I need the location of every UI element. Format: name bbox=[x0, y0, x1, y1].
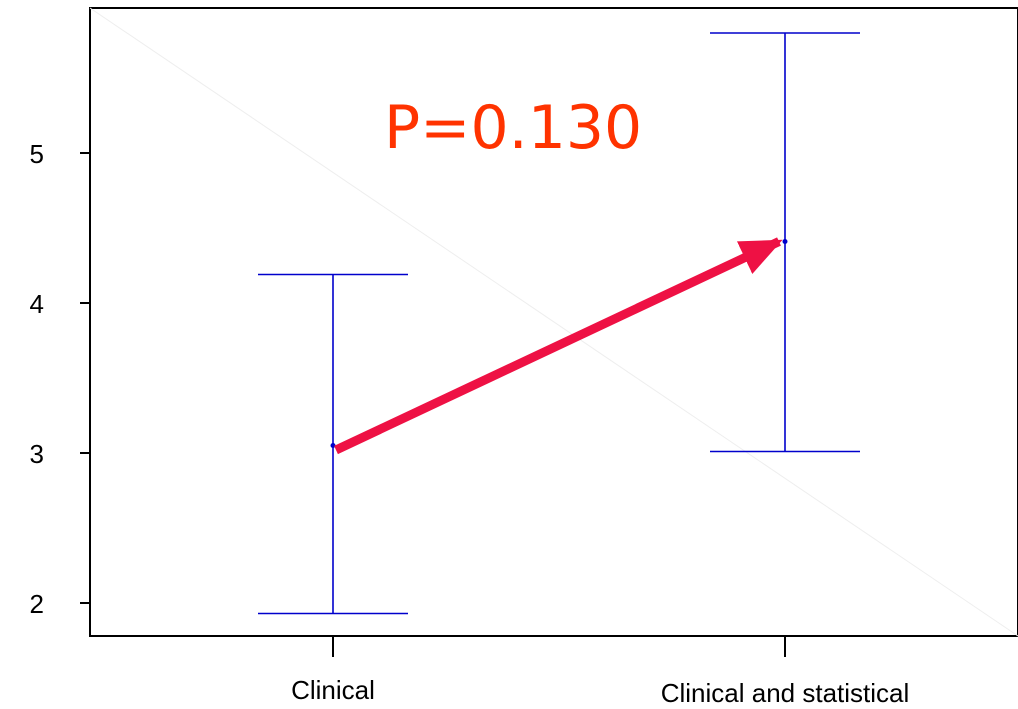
x-category-label: Clinical bbox=[291, 675, 375, 705]
interval-series bbox=[258, 32, 860, 615]
y-tick-label: 2 bbox=[30, 589, 44, 619]
p-value-annotation: P=0.130 bbox=[384, 93, 642, 163]
annotation-layer: P=0.130 bbox=[334, 93, 783, 455]
mean-point bbox=[782, 239, 788, 244]
y-tick-label: 3 bbox=[30, 439, 44, 469]
trend-arrow bbox=[334, 237, 783, 455]
y-tick-label: 4 bbox=[30, 289, 44, 319]
y-tick-label: 5 bbox=[30, 139, 44, 169]
plot-frame bbox=[89, 7, 1018, 637]
plot-diagonal bbox=[89, 7, 1018, 637]
y-axis: 2 3 4 5 bbox=[30, 139, 90, 619]
interval-1 bbox=[258, 273, 408, 615]
x-axis: Clinical Clinical and statistical bbox=[291, 636, 909, 708]
interval-2 bbox=[710, 32, 860, 453]
mean-point bbox=[330, 443, 336, 448]
x-category-label: Clinical and statistical bbox=[661, 678, 910, 708]
